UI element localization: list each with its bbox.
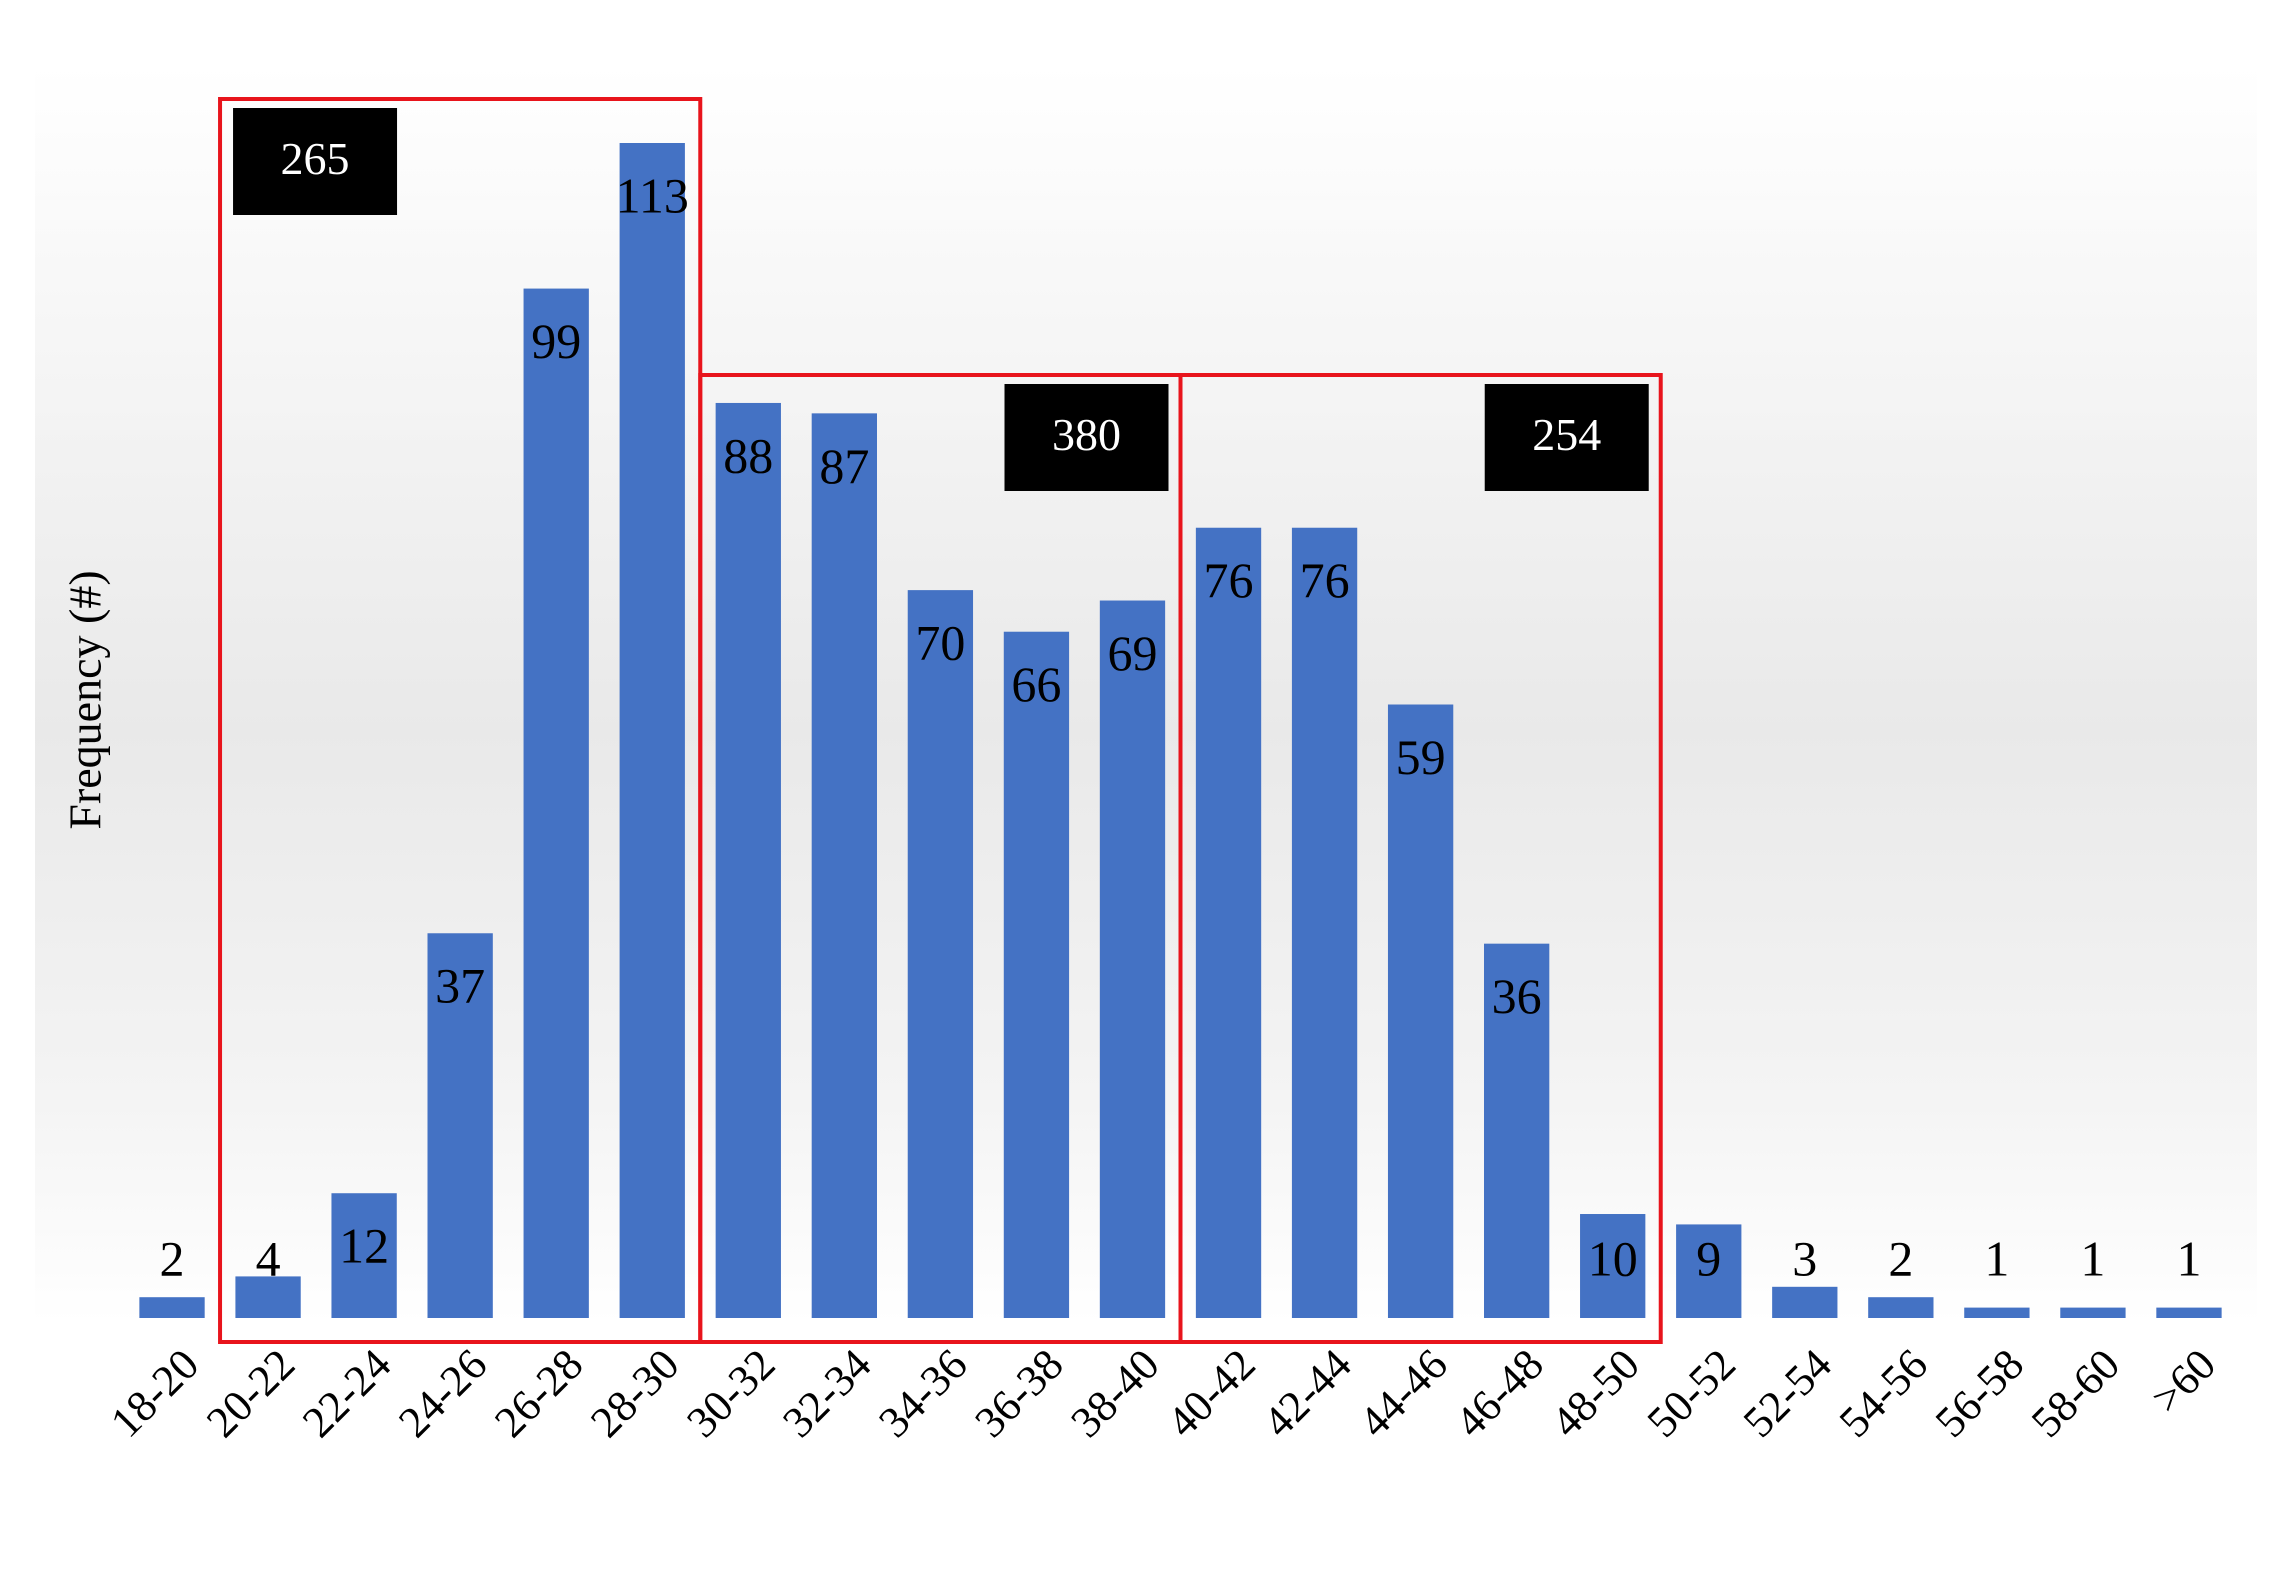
bar	[2156, 1307, 2222, 1318]
bar	[331, 1193, 397, 1318]
data-label: 36	[1492, 968, 1542, 1024]
data-label: 113	[616, 167, 689, 223]
bar	[427, 933, 493, 1318]
bar	[1195, 527, 1262, 1318]
bar	[811, 413, 877, 1318]
data-label: 69	[1107, 625, 1157, 681]
data-label: 12	[339, 1218, 389, 1274]
data-label: 1	[2176, 1230, 2201, 1286]
bar	[2060, 1307, 2126, 1318]
bar	[1868, 1297, 1934, 1318]
data-label: 66	[1011, 656, 1061, 712]
group-label: 380	[1052, 409, 1121, 460]
data-label: 88	[723, 427, 773, 483]
group-label: 254	[1532, 409, 1601, 460]
data-label: 76	[1204, 552, 1254, 608]
data-label: 76	[1300, 552, 1350, 608]
bar	[907, 590, 974, 1318]
data-label: 70	[915, 615, 965, 671]
group-label-box	[1004, 384, 1169, 491]
bar	[619, 143, 685, 1318]
bar	[1676, 1224, 1742, 1318]
bar	[1772, 1286, 1838, 1318]
data-label: 4	[256, 1230, 281, 1286]
group-label: 265	[281, 133, 350, 184]
data-label: 37	[435, 958, 485, 1014]
bar	[1484, 943, 1550, 1318]
data-label: 10	[1588, 1230, 1638, 1286]
data-label: 99	[531, 313, 581, 369]
bar	[1580, 1214, 1646, 1318]
bar	[1003, 631, 1070, 1318]
bar	[1387, 704, 1454, 1318]
y-axis-label: Frequency (#)	[60, 570, 111, 829]
data-label: 87	[819, 438, 869, 494]
data-label: 2	[160, 1230, 185, 1286]
bar	[235, 1276, 301, 1318]
data-label: 9	[1696, 1230, 1721, 1286]
data-label: 59	[1396, 729, 1446, 785]
data-label: 2	[1888, 1230, 1913, 1286]
bar	[1964, 1307, 2030, 1318]
data-label: 3	[1792, 1230, 1817, 1286]
group-box	[1178, 373, 1663, 1344]
bar	[139, 1297, 205, 1318]
bar	[1291, 527, 1358, 1318]
group-label-box	[233, 108, 398, 215]
group-label-box	[1484, 384, 1649, 491]
bar	[1099, 600, 1166, 1318]
data-label: 1	[1984, 1230, 2009, 1286]
bar	[715, 402, 781, 1318]
data-label: 1	[2080, 1230, 2105, 1286]
bar	[523, 288, 589, 1319]
